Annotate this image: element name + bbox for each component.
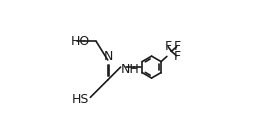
Text: F: F [174,40,181,53]
Text: NH: NH [121,63,140,75]
Text: HS: HS [72,94,89,106]
Text: F: F [165,40,172,53]
Text: N: N [104,50,113,63]
Text: F: F [174,50,181,63]
Text: HO: HO [71,35,90,48]
